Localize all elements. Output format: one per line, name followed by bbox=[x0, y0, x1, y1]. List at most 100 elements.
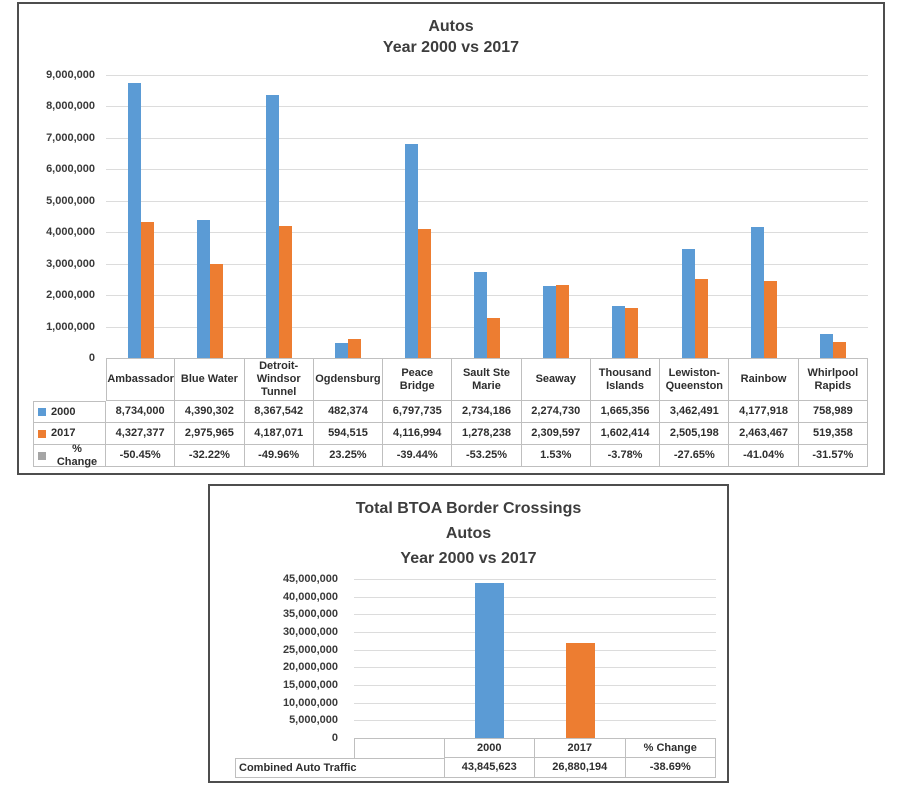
value-cell: 4,116,994 bbox=[383, 423, 453, 445]
gridline bbox=[106, 169, 868, 171]
value-cell: 1.53% bbox=[521, 445, 591, 467]
category-slot bbox=[535, 579, 626, 738]
bar-2000 bbox=[751, 227, 765, 358]
category-slot bbox=[445, 579, 536, 738]
category-slot bbox=[799, 75, 868, 358]
bar-2000 bbox=[543, 286, 557, 358]
gridline bbox=[354, 720, 716, 722]
value-cell: 4,327,377 bbox=[106, 423, 176, 445]
bar-2017 bbox=[279, 226, 293, 358]
category-slot bbox=[591, 75, 660, 358]
category-slot bbox=[729, 75, 798, 358]
y-tick-label: 0 bbox=[88, 352, 95, 364]
value-cell: 8,734,000 bbox=[106, 401, 176, 423]
value-cell: 4,177,918 bbox=[729, 401, 799, 423]
legend-label: 2000 bbox=[51, 405, 76, 418]
y-tick-label: 25,000,000 bbox=[282, 643, 338, 656]
y-tick-label: 45,000,000 bbox=[282, 573, 338, 585]
value-cell: 1,602,414 bbox=[590, 423, 661, 445]
top-data-table: Ambassador Blue Water Detroit- Windsor Tun… bbox=[33, 358, 868, 468]
value-cell: 43,845,623 bbox=[444, 758, 535, 778]
value-cell: 26,880,194 bbox=[535, 758, 626, 778]
value-cell: -31.57% bbox=[798, 445, 868, 467]
y-tick-label: 20,000,000 bbox=[282, 661, 338, 674]
bar-2017 bbox=[209, 264, 223, 358]
bar-2017 bbox=[625, 308, 639, 358]
gridline bbox=[354, 649, 716, 651]
y-tick-label: 5,000,000 bbox=[46, 194, 95, 207]
value-cell: -32.22% bbox=[175, 445, 245, 467]
bar-2017 bbox=[140, 222, 154, 358]
category-header-cell: Seaway bbox=[521, 358, 591, 401]
gridline bbox=[354, 685, 716, 686]
gridline bbox=[106, 75, 868, 76]
y-tick-label: 40,000,000 bbox=[282, 590, 338, 603]
bottom-chart-title-line-2: Autos bbox=[445, 525, 492, 542]
category-header-cell: Rainbow bbox=[729, 358, 799, 401]
bottom-y-axis: 45,000,000 40,000,000 35,000,000 30,000,000… bbox=[210, 573, 354, 744]
category-slot bbox=[522, 75, 591, 358]
category-header-cell bbox=[354, 738, 445, 758]
legend-swatch bbox=[38, 408, 46, 416]
bottom-chart-plot-row: 45,000,000 40,000,000 35,000,000 30,000,000… bbox=[210, 573, 727, 744]
bar-2017 bbox=[417, 229, 431, 358]
category-header-cell: Ogdensburg bbox=[313, 358, 384, 401]
category-slot bbox=[106, 75, 175, 358]
category-slot bbox=[314, 75, 383, 358]
category-slot bbox=[626, 579, 717, 738]
y-tick-label: 2,000,000 bbox=[46, 289, 95, 302]
legend-label: % Change bbox=[56, 442, 98, 468]
y-tick-label: 8,000,000 bbox=[46, 100, 95, 113]
category-slot bbox=[175, 75, 244, 358]
category-slot bbox=[245, 75, 314, 358]
top-plot-area bbox=[106, 75, 868, 359]
value-cell: 2,274,730 bbox=[521, 401, 591, 423]
bar-2000 bbox=[266, 95, 280, 358]
gridline bbox=[354, 579, 716, 580]
value-cell: 3,462,491 bbox=[660, 401, 730, 423]
category-header-cell: Peace Bridge bbox=[383, 358, 453, 401]
bottom-chart-title-line-3: Year 2000 vs 2017 bbox=[400, 550, 537, 567]
y-tick-label: 0 bbox=[331, 732, 338, 744]
bar-2017 bbox=[565, 643, 595, 738]
value-cell: 2,734,186 bbox=[452, 401, 522, 423]
value-cell: 2,463,467 bbox=[729, 423, 799, 445]
value-cell: 2,505,198 bbox=[660, 423, 730, 445]
y-tick-label: 6,000,000 bbox=[46, 163, 95, 176]
category-header-cell: 2017 bbox=[535, 738, 626, 758]
category-header-cell: Sault Ste Marie bbox=[452, 358, 522, 401]
top-chart-title-line-2: Year 2000 vs 2017 bbox=[382, 39, 520, 56]
bar-2017 bbox=[348, 339, 362, 358]
value-cell: -49.96% bbox=[244, 445, 314, 467]
value-cell: 4,390,302 bbox=[175, 401, 245, 423]
value-cell: 2,309,597 bbox=[521, 423, 591, 445]
bar-2000 bbox=[335, 343, 349, 358]
gridline bbox=[354, 596, 716, 598]
y-tick-label: 10,000,000 bbox=[282, 696, 338, 709]
value-cell: -39.44% bbox=[383, 445, 453, 467]
bar-2000 bbox=[681, 249, 695, 358]
y-tick-label: 1,000,000 bbox=[46, 320, 95, 333]
y-tick-label: 5,000,000 bbox=[289, 714, 338, 727]
category-slot bbox=[452, 75, 521, 358]
bar-2017 bbox=[833, 342, 847, 358]
plot-categories bbox=[354, 579, 716, 738]
value-cell: 1,278,238 bbox=[452, 423, 522, 445]
category-slot bbox=[354, 579, 445, 738]
gridline bbox=[106, 263, 868, 265]
gridline bbox=[106, 358, 868, 359]
bar-2000 bbox=[475, 583, 505, 738]
gridline bbox=[354, 632, 716, 633]
bar-2000 bbox=[196, 220, 210, 358]
y-tick-label: 3,000,000 bbox=[46, 257, 95, 270]
top-chart-title-line-1: Autos bbox=[428, 18, 474, 35]
category-slot bbox=[383, 75, 452, 358]
category-header-cell: Whirlpool Rapids bbox=[798, 358, 868, 401]
legend-swatch bbox=[38, 451, 46, 460]
value-cell: -38.69% bbox=[625, 758, 716, 778]
bar-2000 bbox=[612, 306, 626, 358]
gridline bbox=[354, 614, 716, 616]
value-cell: 2,975,965 bbox=[175, 423, 245, 445]
value-cell: -50.45% bbox=[106, 445, 176, 467]
